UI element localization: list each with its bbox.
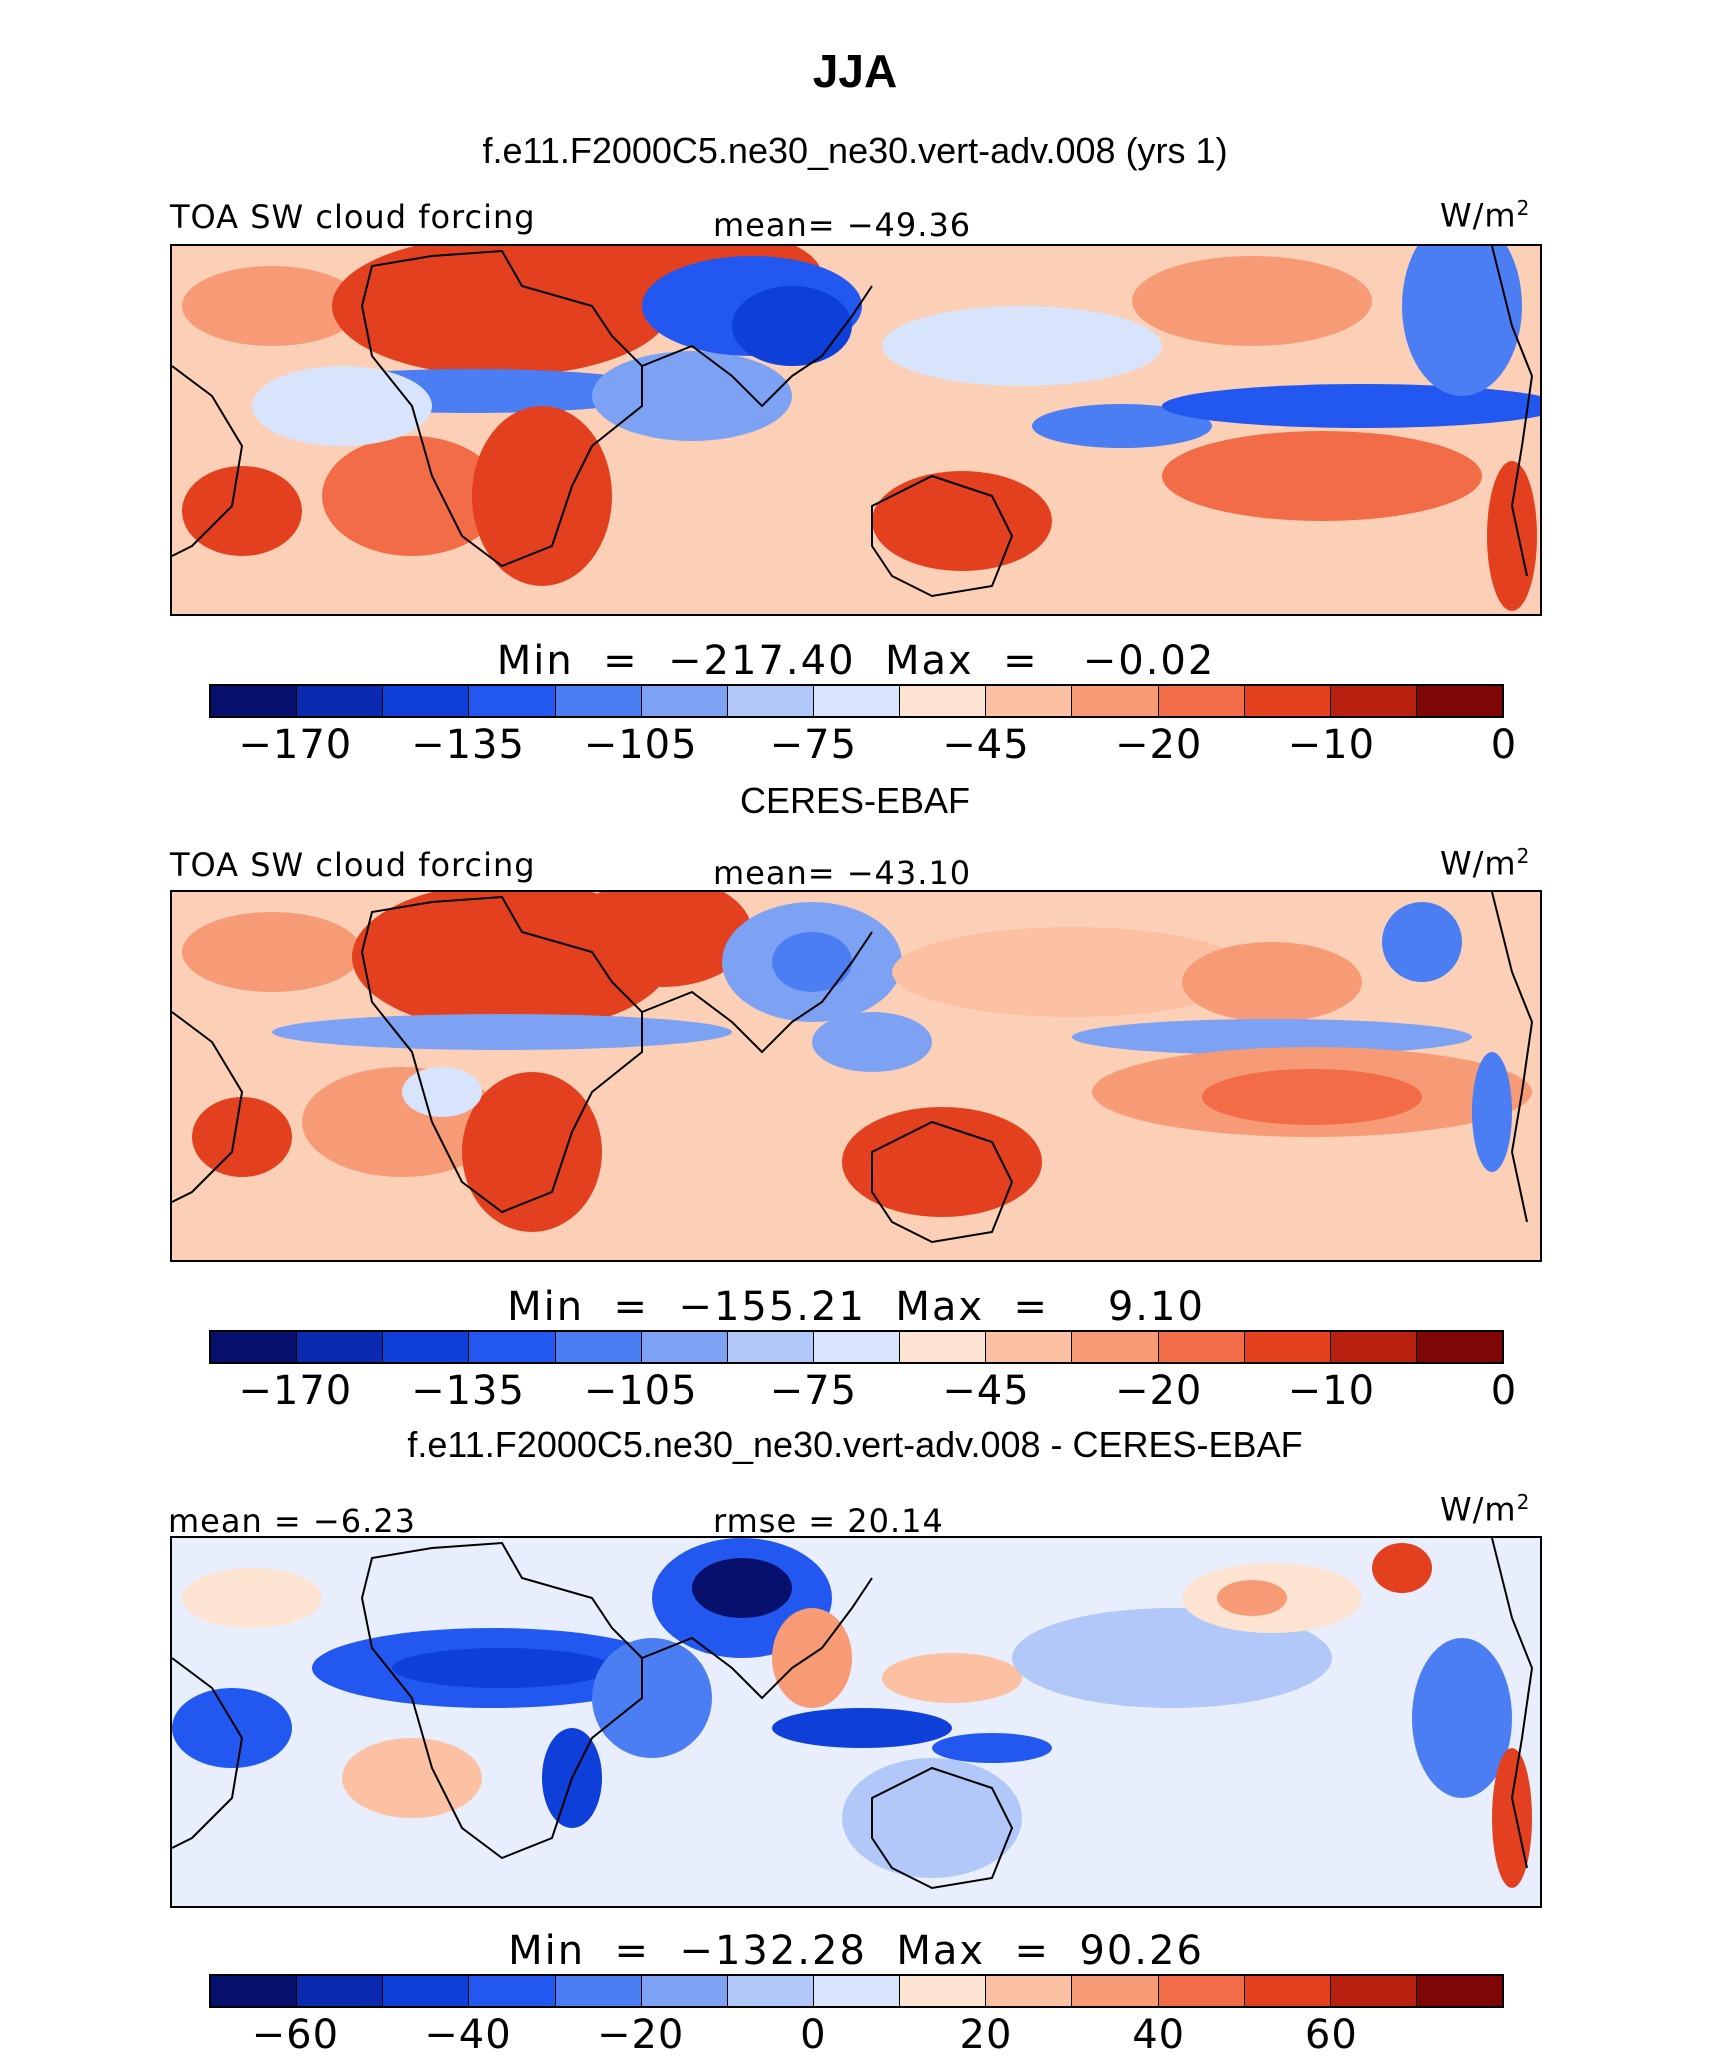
colorbar-cell [641, 1976, 728, 2006]
panel-1-colorbar-ticks: −170 −135 −105 −75 −45 −20 −10 0 [209, 718, 1516, 768]
colorbar-tick-label: 0 [1490, 1368, 1518, 1414]
panel-1-variable-label: TOA SW cloud forcing [170, 198, 536, 236]
colorbar-cell [297, 1976, 384, 2006]
colorbar-cell [383, 1332, 470, 1362]
colorbar-cell [1072, 1332, 1159, 1362]
colorbar-tick-label: −75 [769, 1368, 858, 1414]
colorbar-tick-label: −10 [1287, 1368, 1376, 1414]
colorbar-cell [555, 686, 642, 716]
colorbar-cell [1244, 1332, 1331, 1362]
colorbar-cell [1416, 1976, 1503, 2006]
colorbar-cell [1416, 686, 1503, 716]
colorbar-cell [727, 1976, 814, 2006]
figure-title: JJA [812, 45, 898, 97]
panel-3-mean-label: mean = −6.23 [168, 1502, 416, 1540]
colorbar-cell [555, 1976, 642, 2006]
colorbar-cell [1330, 686, 1417, 716]
colorbar-cell [469, 686, 556, 716]
panel-3-heading: f.e11.F2000C5.ne30_ne30.vert-adv.008 - C… [407, 1424, 1303, 1465]
colorbar-cell [900, 686, 987, 716]
panel-1-map-field [172, 246, 1540, 614]
colorbar-cell [1330, 1976, 1417, 2006]
panel-1-heading: f.e11.F2000C5.ne30_ne30.vert-adv.008 (yr… [482, 130, 1228, 171]
colorbar-tick-label: 40 [1132, 2012, 1186, 2058]
colorbar-tick-label: −20 [1114, 1368, 1203, 1414]
colorbar-tick-label: 60 [1304, 2012, 1358, 2058]
colorbar-cell [1244, 686, 1331, 716]
colorbar-cell [555, 1332, 642, 1362]
colorbar-tick-label: −20 [596, 2012, 685, 2058]
panel-2-colorbar [209, 1330, 1504, 1364]
panel-3-map [170, 1536, 1542, 1908]
panel-1-minmax: Min = −217.40 Max = −0.02 [496, 638, 1216, 684]
colorbar-cell [1158, 686, 1245, 716]
colorbar-tick-label: −170 [238, 722, 353, 768]
colorbar-cell [813, 1976, 901, 2006]
colorbar-tick-label: −105 [583, 1368, 698, 1414]
colorbar-cell [297, 1332, 384, 1362]
colorbar-tick-label: 0 [1490, 722, 1518, 768]
colorbar-cell [813, 1332, 901, 1362]
colorbar-cell [1330, 1332, 1417, 1362]
colorbar-tick-label: −45 [942, 1368, 1030, 1414]
colorbar-cell [1072, 1976, 1159, 2006]
panel-1-mean-label: mean= −49.36 [713, 206, 972, 244]
panel-3-colorbar-ticks: −60 −40 −20 0 20 40 60 [209, 2008, 1504, 2058]
colorbar-tick-label: −75 [769, 722, 858, 768]
panel-3-minmax: Min = −132.28 Max = 90.26 [508, 1928, 1204, 1974]
colorbar-cell [211, 1976, 298, 2006]
colorbar-cell [469, 1976, 556, 2006]
panel-1-units: W/m2 [1440, 196, 1531, 235]
panel-1-colorbar [209, 684, 1504, 718]
panel-2-map [170, 890, 1542, 1262]
colorbar-cell [1158, 1332, 1245, 1362]
colorbar-tick-label: −40 [424, 2012, 512, 2058]
colorbar-cell [383, 1976, 470, 2006]
colorbar-cell [900, 1976, 987, 2006]
panel-2-minmax: Min = −155.21 Max = 9.10 [507, 1284, 1205, 1330]
colorbar-cell [727, 1332, 814, 1362]
colorbar-tick-label: −135 [411, 722, 525, 768]
colorbar-cell [211, 686, 298, 716]
panel-3-colorbar [209, 1974, 1504, 2008]
colorbar-cell [641, 1332, 728, 1362]
panel-2-heading: CERES-EBAF [739, 780, 971, 821]
panel-3-units: W/m2 [1440, 1490, 1531, 1529]
panel-2-units: W/m2 [1440, 844, 1531, 883]
colorbar-tick-label: 20 [959, 2012, 1013, 2058]
colorbar-cell [986, 1332, 1073, 1362]
colorbar-cell [986, 686, 1073, 716]
colorbar-tick-label: −20 [1114, 722, 1203, 768]
colorbar-tick-label: −45 [942, 722, 1030, 768]
colorbar-tick-label: −60 [251, 2012, 340, 2058]
colorbar-cell [469, 1332, 556, 1362]
colorbar-tick-label: 0 [800, 2012, 827, 2058]
colorbar-cell [900, 1332, 987, 1362]
panel-2-variable-label: TOA SW cloud forcing [170, 846, 536, 884]
panel-2-mean-label: mean= −43.10 [713, 854, 972, 892]
colorbar-tick-label: −105 [583, 722, 698, 768]
panel-3-map-field [172, 1538, 1540, 1906]
colorbar-cell [641, 686, 728, 716]
colorbar-cell [211, 1332, 298, 1362]
panel-3-rmse-label: rmse = 20.14 [713, 1502, 944, 1540]
colorbar-tick-label: −170 [238, 1368, 353, 1414]
colorbar-cell [813, 686, 901, 716]
panel-2-colorbar-ticks: −170 −135 −105 −75 −45 −20 −10 0 [209, 1364, 1516, 1414]
colorbar-tick-label: −135 [411, 1368, 525, 1414]
panel-2-map-field [172, 892, 1540, 1260]
colorbar-cell [297, 686, 384, 716]
colorbar-cell [1072, 686, 1159, 716]
colorbar-cell [1158, 1976, 1245, 2006]
colorbar-cell [383, 686, 470, 716]
colorbar-tick-label: −10 [1287, 722, 1376, 768]
panel-1-map [170, 244, 1542, 616]
colorbar-cell [1416, 1332, 1503, 1362]
colorbar-cell [986, 1976, 1073, 2006]
colorbar-cell [1244, 1976, 1331, 2006]
colorbar-cell [727, 686, 814, 716]
